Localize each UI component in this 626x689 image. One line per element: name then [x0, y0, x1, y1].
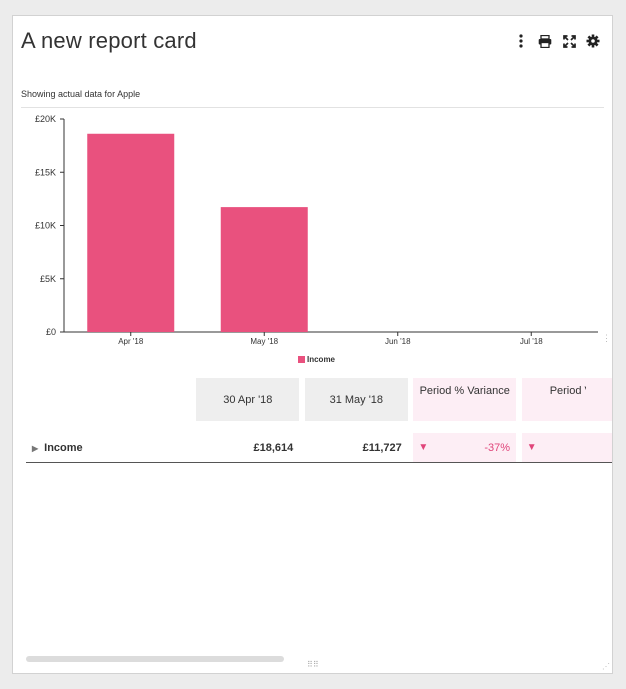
- drag-handle-icon[interactable]: ⠿⠿: [307, 660, 319, 669]
- row-label-text: Income: [44, 441, 83, 454]
- column-header[interactable]: 30 Apr '18: [196, 378, 300, 421]
- y-tick-label: £10K: [35, 221, 56, 231]
- card-subtitle: Showing actual data for Apple: [21, 89, 141, 99]
- cell-value: £11,727: [304, 433, 408, 463]
- down-arrow-icon: ▼: [526, 442, 537, 453]
- legend-swatch: [298, 356, 305, 363]
- y-tick-label: £0: [46, 327, 56, 337]
- x-tick-label: Jul '18: [520, 337, 543, 346]
- column-header[interactable]: 31 May '18: [304, 378, 408, 421]
- variance-cell: ▼: [521, 433, 612, 463]
- x-tick-label: Jun '18: [385, 337, 411, 346]
- chart-canvas: £0 £5K £10K £15K £20K Apr '18 May '18 Jun '18 Ju…: [35, 114, 598, 364]
- more-vertical-icon[interactable]: [512, 33, 530, 49]
- expand-icon[interactable]: [560, 33, 578, 49]
- bar: [220, 207, 308, 332]
- legend-label: Income: [307, 355, 336, 364]
- data-table: 30 Apr '18 31 May '18 Period % Variance …: [26, 378, 612, 463]
- card-toolbar: [512, 33, 602, 49]
- x-tick-label: Apr '18: [118, 337, 144, 346]
- bar: [87, 133, 175, 332]
- cell-value: £18,614: [196, 433, 300, 463]
- print-icon[interactable]: [536, 33, 554, 49]
- report-card: A new report card Showing actual data fo…: [12, 15, 613, 674]
- horizontal-scrollbar[interactable]: [26, 656, 284, 662]
- caret-right-icon[interactable]: ▶: [32, 443, 39, 453]
- y-tick-label: £5K: [40, 274, 56, 284]
- gear-icon[interactable]: [584, 33, 602, 49]
- variance-value: -37%: [484, 441, 511, 454]
- variance-cell: ▼ -37%: [413, 433, 517, 463]
- column-header[interactable]: Period % Variance: [413, 378, 517, 421]
- income-bar-chart: £0 £5K £10K £15K £20K Apr '18 May '18 Jun '18 Ju…: [13, 108, 612, 378]
- divider: [21, 107, 604, 108]
- resize-corner-icon[interactable]: ⋰: [602, 662, 610, 671]
- column-header[interactable]: Period V: [521, 378, 612, 421]
- table-row: ▶ Income £18,614 £11,727 ▼ -37% ▼: [26, 433, 612, 463]
- y-tick-label: £15K: [35, 167, 56, 177]
- chart-resize-handle[interactable]: ⋮⋮: [602, 333, 612, 343]
- x-tick-label: May '18: [250, 337, 278, 346]
- card-title: A new report card: [21, 28, 197, 53]
- table-corner: [26, 378, 196, 421]
- down-arrow-icon: ▼: [418, 441, 429, 453]
- row-label[interactable]: ▶ Income: [26, 433, 197, 463]
- y-tick-label: £20K: [35, 114, 56, 124]
